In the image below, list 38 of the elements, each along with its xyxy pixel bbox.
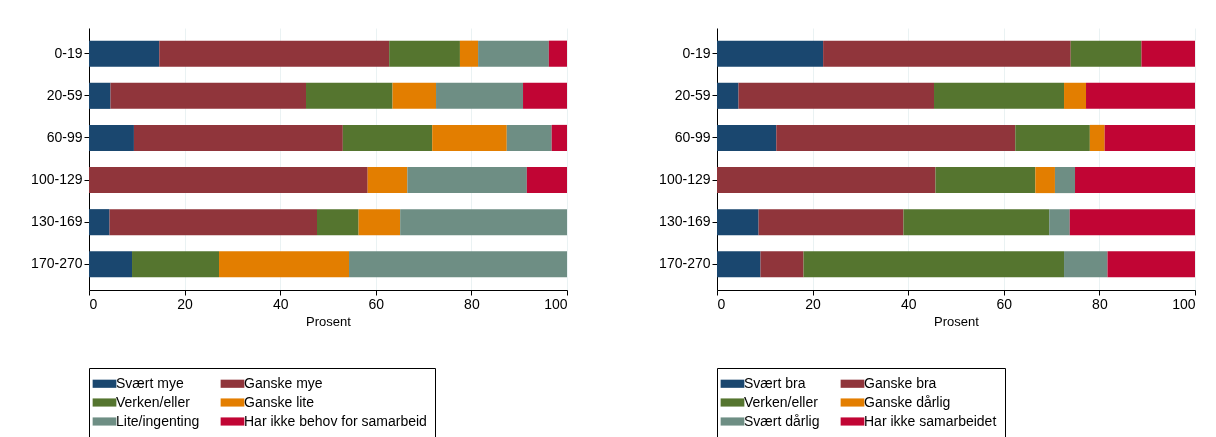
y-tick-label: 170-270 bbox=[659, 255, 711, 272]
x-tick-label: 0 bbox=[89, 295, 98, 312]
y-tick-label: 170-270 bbox=[31, 255, 83, 272]
y-tick-label: 100-129 bbox=[31, 171, 83, 188]
x-tick-label: 60 bbox=[996, 295, 1013, 312]
x-tick-label: 40 bbox=[272, 295, 289, 312]
x-tick-label: 0 bbox=[717, 295, 726, 312]
legend-label: Ganske dårlig bbox=[864, 393, 951, 410]
legend-label: Lite/ingenting bbox=[116, 412, 200, 429]
y-tick-label: 0-19 bbox=[682, 44, 711, 61]
legend-label: Svært bra bbox=[744, 374, 806, 391]
x-tick-label: 60 bbox=[368, 295, 385, 312]
legend-label: Svært dårlig bbox=[744, 412, 820, 429]
legend-label: Svært mye bbox=[116, 374, 184, 391]
legend-label: Har ikke behov for samarbeid bbox=[244, 412, 427, 429]
x-tick-label: 80 bbox=[1092, 295, 1108, 312]
legend-label: Ganske lite bbox=[244, 393, 315, 410]
y-tick-label: 20-59 bbox=[46, 86, 83, 103]
y-tick-label: 60-99 bbox=[46, 128, 83, 145]
legend-label: Har ikke samarbeidet bbox=[864, 412, 997, 429]
x-tick-label: 100 bbox=[1172, 295, 1196, 312]
y-tick-label: 20-59 bbox=[674, 86, 711, 103]
y-tick-label: 0-19 bbox=[54, 44, 83, 61]
x-tick-label: 20 bbox=[805, 295, 822, 312]
x-tick-label: 100 bbox=[544, 295, 568, 312]
x-axis-title: Prosent bbox=[934, 313, 980, 329]
legend-label: Verken/eller bbox=[744, 393, 819, 410]
y-tick-label: 130-169 bbox=[31, 213, 83, 230]
legend-label: Verken/eller bbox=[116, 393, 191, 410]
y-tick-label: 100-129 bbox=[659, 171, 711, 188]
x-tick-label: 40 bbox=[900, 295, 917, 312]
legend-label: Ganske mye bbox=[244, 374, 323, 391]
x-axis-title: Prosent bbox=[306, 313, 352, 329]
legend-label: Ganske bra bbox=[864, 374, 937, 391]
x-tick-label: 80 bbox=[464, 295, 480, 312]
y-tick-label: 60-99 bbox=[674, 128, 711, 145]
x-tick-label: 20 bbox=[177, 295, 194, 312]
y-tick-label: 130-169 bbox=[659, 213, 711, 230]
